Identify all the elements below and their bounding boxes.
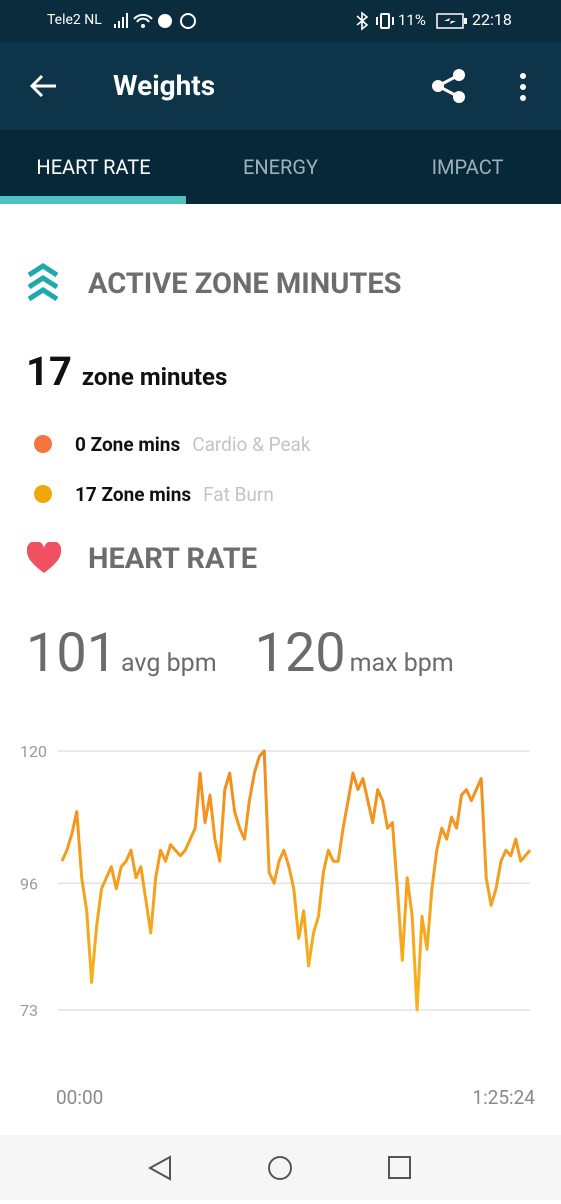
battery-percent: 11% bbox=[398, 11, 426, 29]
heart-icon bbox=[26, 542, 62, 573]
tab-bar: HEART RATE ENERGY IMPACT bbox=[0, 130, 561, 204]
section-title: HEART RATE bbox=[88, 542, 258, 576]
status-bar: Tele2 NL 11% 22:18 bbox=[0, 0, 561, 42]
x-tick-label: 00:00 bbox=[56, 1086, 103, 1109]
heart-rate-line bbox=[60, 749, 532, 1012]
avg-value: 101 bbox=[26, 622, 118, 685]
zone-row: 0 Zone mins Cardio & Peak bbox=[75, 433, 311, 456]
tab-indicator bbox=[0, 196, 186, 204]
heart-stats: 101 avg bpm 120 max bpm bbox=[26, 622, 454, 685]
nav-home[interactable] bbox=[268, 1156, 292, 1180]
tab[interactable]: IMPACT bbox=[431, 155, 504, 179]
carrier: Tele2 NL bbox=[47, 12, 102, 28]
zone-value: 0 Zone mins bbox=[75, 433, 181, 456]
share-button[interactable] bbox=[430, 68, 468, 104]
tab[interactable]: HEART RATE bbox=[36, 155, 151, 179]
screen-title: Weights bbox=[113, 69, 216, 102]
y-tick-label: 73 bbox=[20, 1001, 38, 1020]
app-bar: Weights bbox=[0, 42, 561, 130]
max-value: 120 bbox=[254, 622, 346, 685]
zone-total: 17 zone minutes bbox=[26, 348, 227, 395]
zone-label: Cardio & Peak bbox=[192, 433, 311, 456]
clock: 22:18 bbox=[472, 10, 512, 29]
back-button[interactable] bbox=[28, 72, 60, 100]
azm-icon bbox=[27, 263, 59, 302]
bt-vibrate-icons bbox=[356, 11, 394, 31]
zone-value: 17 Zone mins bbox=[75, 483, 192, 506]
y-tick-label: 96 bbox=[20, 874, 38, 893]
avg-label: avg bpm bbox=[121, 649, 217, 678]
section-title: ACTIVE ZONE MINUTES bbox=[88, 267, 402, 301]
fatburn-dot bbox=[34, 485, 52, 503]
y-tick-label: 120 bbox=[20, 742, 47, 761]
zone-total-value: 17 bbox=[26, 348, 72, 395]
zone-label: Fat Burn bbox=[203, 483, 274, 506]
nav-bar bbox=[0, 1135, 561, 1200]
tab[interactable]: ENERGY bbox=[243, 155, 318, 179]
cardio-dot bbox=[34, 435, 52, 453]
zone-total-label: zone minutes bbox=[81, 363, 228, 391]
battery-icon bbox=[436, 13, 467, 29]
menu-button[interactable] bbox=[516, 72, 530, 102]
nav-recents[interactable] bbox=[388, 1156, 411, 1179]
heart-rate-chart: 73 96 120 00:00 1:25:24 bbox=[20, 742, 535, 1109]
nav-back[interactable] bbox=[147, 1155, 171, 1181]
nav-buttons bbox=[147, 1155, 411, 1181]
zone-row: 17 Zone mins Fat Burn bbox=[75, 483, 274, 506]
max-label: max bpm bbox=[349, 649, 454, 678]
x-tick-label: 1:25:24 bbox=[472, 1086, 535, 1109]
status-icons bbox=[114, 13, 196, 29]
